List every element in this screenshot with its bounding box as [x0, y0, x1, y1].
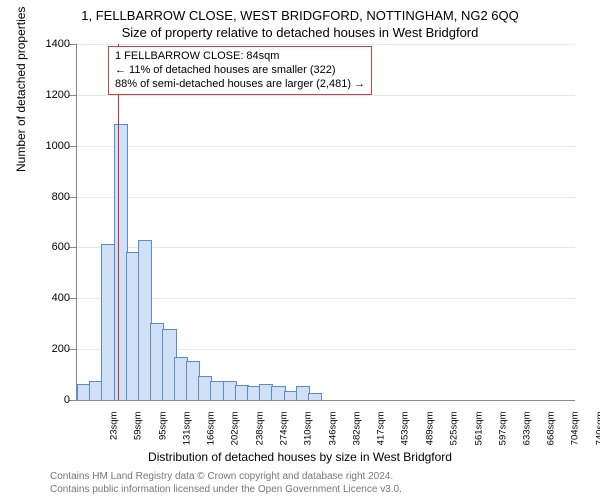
y-tick-label: 0 — [64, 394, 70, 406]
x-tick-label: 740sqm — [594, 412, 600, 452]
y-tick-label: 1200 — [46, 89, 70, 101]
x-tick-label: 453sqm — [400, 412, 411, 452]
y-axis-title: Number of detached properties — [14, 7, 28, 172]
histogram-bar — [308, 393, 322, 400]
y-tick-label: 400 — [52, 292, 70, 304]
y-tick-label: 1000 — [46, 140, 70, 152]
x-tick-label: 382sqm — [352, 412, 363, 452]
chart-container: 1, FELLBARROW CLOSE, WEST BRIDGFORD, NOT… — [0, 0, 600, 500]
grid-line — [77, 197, 575, 198]
x-tick-label: 131sqm — [182, 412, 193, 452]
chart-footer: Contains HM Land Registry data © Crown c… — [50, 471, 402, 496]
y-tick — [69, 247, 77, 248]
annotation-line-2: ← 11% of detached houses are smaller (32… — [115, 64, 365, 78]
footer-line-1: Contains HM Land Registry data © Crown c… — [50, 471, 402, 484]
y-tick — [69, 146, 77, 147]
property-marker-line — [118, 44, 119, 400]
plot-area — [76, 44, 575, 401]
y-tick-label: 200 — [52, 343, 70, 355]
grid-line — [77, 146, 575, 147]
x-tick-label: 310sqm — [303, 412, 314, 452]
x-tick-label: 274sqm — [279, 412, 290, 452]
x-tick-label: 23sqm — [109, 412, 120, 452]
y-tick — [69, 197, 77, 198]
chart-title-sub: Size of property relative to detached ho… — [0, 23, 600, 40]
y-tick — [69, 44, 77, 45]
x-axis-title: Distribution of detached houses by size … — [0, 450, 600, 464]
annotation-line-3: 88% of semi-detached houses are larger (… — [115, 78, 365, 92]
x-tick-label: 95sqm — [157, 412, 168, 452]
x-tick-label: 668sqm — [546, 412, 557, 452]
y-tick-label: 800 — [52, 191, 70, 203]
y-tick-label: 600 — [52, 241, 70, 253]
x-tick-label: 633sqm — [522, 412, 533, 452]
x-tick-label: 202sqm — [230, 412, 241, 452]
footer-line-2: Contains public information licensed und… — [50, 484, 402, 497]
annotation-box: 1 FELLBARROW CLOSE: 84sqm ← 11% of detac… — [108, 46, 372, 95]
y-tick — [69, 400, 77, 401]
x-tick-label: 166sqm — [205, 412, 216, 452]
y-tick — [69, 95, 77, 96]
x-tick-label: 346sqm — [327, 412, 338, 452]
x-tick-label: 525sqm — [449, 412, 460, 452]
x-tick-label: 704sqm — [570, 412, 581, 452]
x-tick-label: 59sqm — [133, 412, 144, 452]
y-tick — [69, 349, 77, 350]
x-tick-label: 238sqm — [254, 412, 265, 452]
y-tick — [69, 298, 77, 299]
annotation-line-1: 1 FELLBARROW CLOSE: 84sqm — [115, 50, 365, 64]
grid-line — [77, 44, 575, 45]
x-tick-label: 417sqm — [375, 412, 386, 452]
x-tick-label: 597sqm — [497, 412, 508, 452]
x-tick-label: 561sqm — [473, 412, 484, 452]
chart-title-main: 1, FELLBARROW CLOSE, WEST BRIDGFORD, NOT… — [0, 0, 600, 23]
y-tick-label: 1400 — [46, 38, 70, 50]
x-tick-label: 489sqm — [424, 412, 435, 452]
